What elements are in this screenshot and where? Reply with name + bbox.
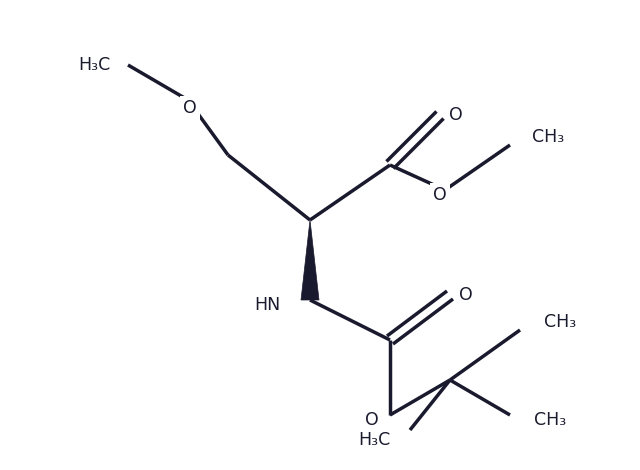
Text: O: O	[433, 186, 447, 204]
Text: CH₃: CH₃	[544, 313, 576, 331]
Text: O: O	[183, 99, 197, 117]
Text: CH₃: CH₃	[532, 128, 564, 146]
Text: H₃C: H₃C	[358, 431, 390, 449]
Text: O: O	[365, 411, 379, 429]
Text: O: O	[459, 286, 473, 304]
Text: H₃C: H₃C	[77, 56, 110, 74]
Text: CH₃: CH₃	[534, 411, 566, 429]
Polygon shape	[301, 220, 319, 300]
Text: O: O	[449, 106, 463, 124]
Text: HN: HN	[253, 296, 280, 314]
